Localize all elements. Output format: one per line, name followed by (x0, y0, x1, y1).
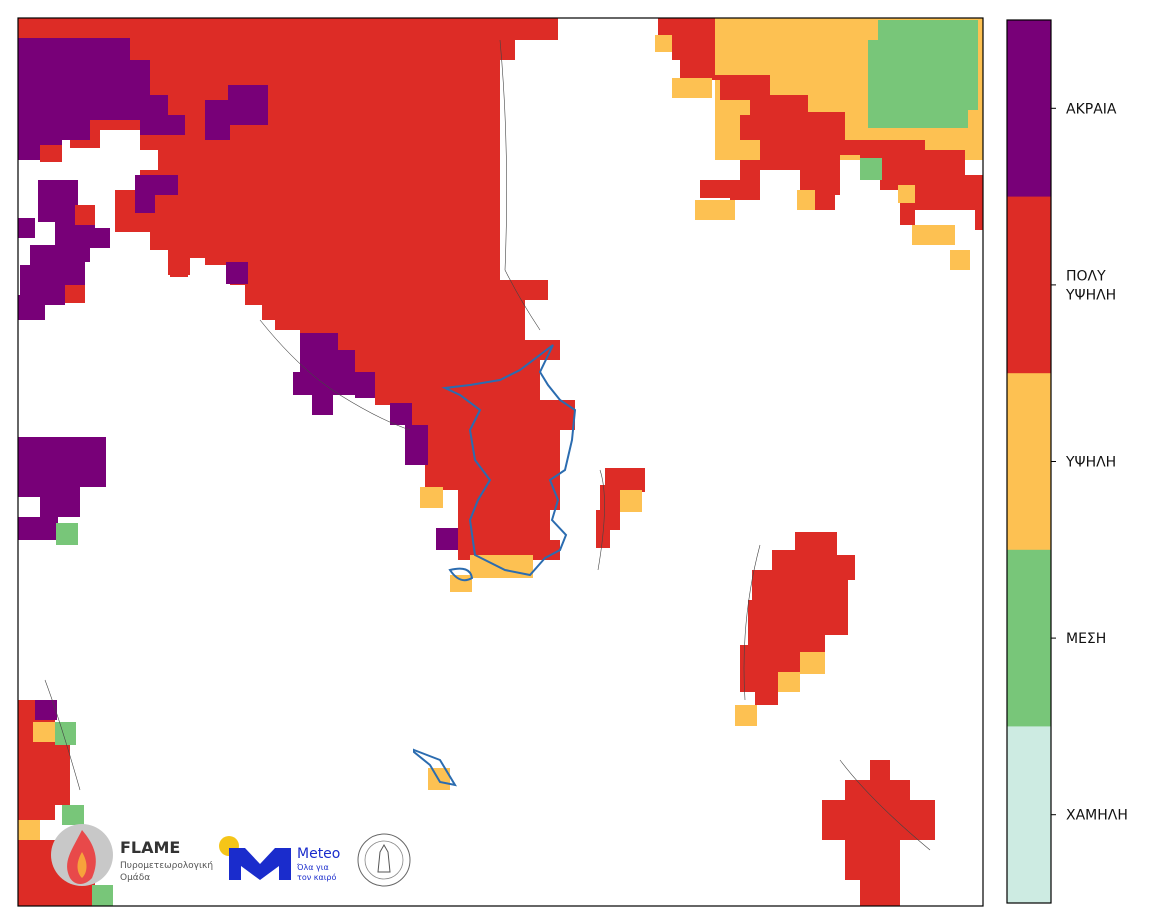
high-cells (428, 652, 825, 790)
colorbar-label: ΥΨΗΛΗ (1065, 287, 1116, 303)
colorbar-label: ΜΕΣΗ (1066, 631, 1106, 647)
extreme-area (18, 437, 106, 540)
very-high-area (822, 760, 935, 906)
colorbar-label: ΑΚΡΑΙΑ (1066, 101, 1117, 117)
medium-cell (56, 523, 78, 545)
meteo-m (229, 848, 291, 880)
colorbar: ΑΚΡΑΙΑ ΠΟΛΥ ΥΨΗΛΗ ΥΨΗΛΗ ΜΕΣΗ ΧΑΜΗΛΗ (1006, 19, 1128, 904)
colorbar-label: ΧΑΜΗΛΗ (1066, 808, 1128, 824)
colorbar-frame (1006, 19, 1052, 904)
high-cell (620, 490, 642, 512)
colorbar-label: ΥΨΗΛΗ (1065, 455, 1116, 471)
colorbar-segment (1007, 373, 1051, 551)
medium-cell (860, 158, 882, 180)
observatory-seal (357, 833, 411, 887)
colorbar-segment (1007, 196, 1051, 374)
high-cells (655, 35, 970, 270)
colorbar-segment (1007, 20, 1051, 198)
very-high-area (658, 18, 983, 230)
flame-name: FLAME (120, 838, 180, 857)
very-high-cells (40, 145, 188, 303)
flame-subtitle: Ομάδα (120, 873, 150, 883)
colorbar-segment (1007, 726, 1051, 904)
meteo-logo: Meteo Όλα για τον καιρό (219, 836, 340, 882)
extreme-area (18, 38, 268, 284)
meteo-name: Meteo (297, 846, 340, 862)
meteo-slogan: Όλα για (296, 862, 329, 872)
map-frame (17, 17, 984, 907)
flame-icon-core (77, 852, 87, 878)
seal-outer (357, 833, 411, 887)
medium-cells (55, 722, 113, 906)
high-cells (420, 487, 533, 592)
colorbar-label: ΠΟΛΥ (1066, 268, 1106, 284)
very-high-area (18, 700, 95, 906)
seal-inner (364, 840, 404, 880)
map (18, 18, 983, 906)
colorbar-segment (1007, 549, 1051, 727)
coastline (44, 39, 931, 851)
meteo-slogan: τον καιρό (297, 872, 336, 882)
medium-area (868, 20, 978, 128)
extreme-cell (35, 700, 57, 720)
very-high-area (18, 18, 575, 575)
extreme-area (293, 333, 458, 550)
high-cells (18, 722, 55, 840)
seal-figure (377, 843, 391, 873)
flame-logo: FLAME Πυρομετεωρολογική Ομάδα (51, 824, 213, 886)
flame-subtitle: Πυρομετεωρολογική (120, 861, 213, 871)
region-border (413, 344, 577, 787)
very-high-area (740, 532, 855, 705)
